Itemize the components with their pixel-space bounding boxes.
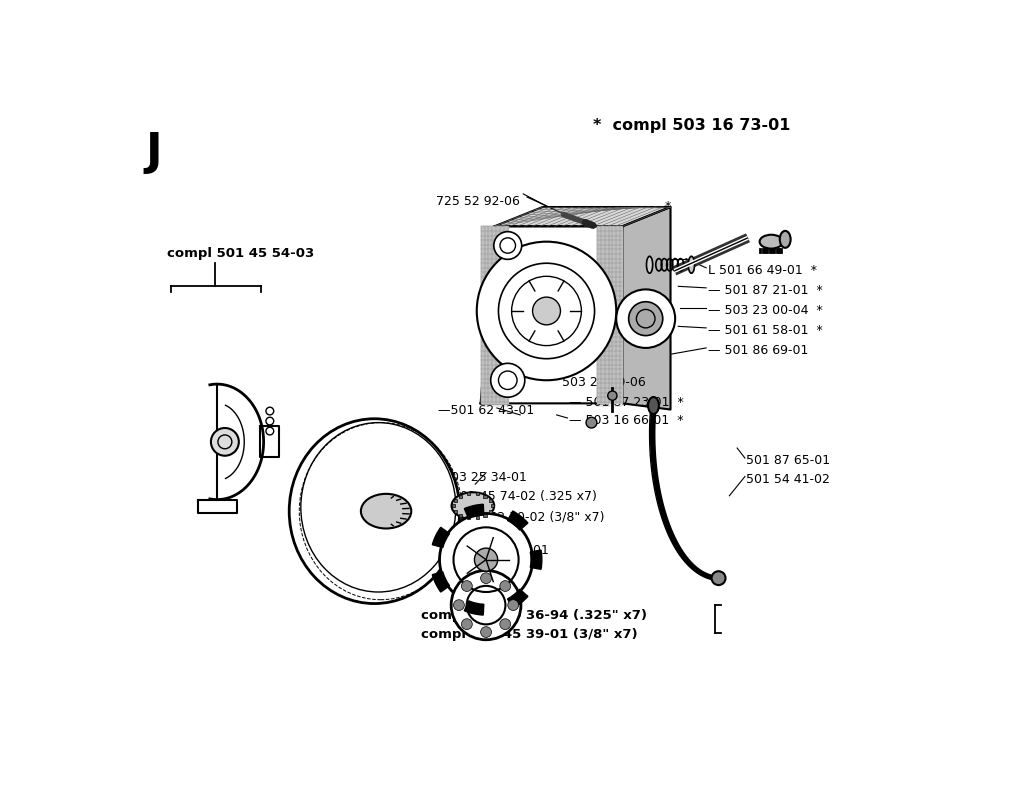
- Bar: [459, 495, 463, 498]
- Text: 501 86 41-01: 501 86 41-01: [465, 543, 549, 556]
- Circle shape: [454, 600, 464, 611]
- Bar: [475, 516, 479, 520]
- Text: 501 54 41-02: 501 54 41-02: [746, 472, 830, 485]
- Text: — 503 16 66-01  *: — 503 16 66-01 *: [569, 414, 683, 427]
- Ellipse shape: [648, 398, 658, 415]
- Text: *: *: [665, 200, 671, 213]
- Text: — 501 87 21-01  *: — 501 87 21-01 *: [708, 284, 822, 297]
- Circle shape: [439, 514, 532, 606]
- Text: .503 25 34-01: .503 25 34-01: [438, 471, 526, 484]
- Text: compl 501 45 54-03: compl 501 45 54-03: [167, 246, 314, 259]
- Text: 725 52 92-06: 725 52 92-06: [436, 195, 520, 208]
- Wedge shape: [508, 589, 528, 609]
- Text: 501 45 74-02 (.325 x7): 501 45 74-02 (.325 x7): [452, 489, 597, 502]
- Circle shape: [508, 600, 518, 611]
- Circle shape: [607, 391, 617, 401]
- Polygon shape: [480, 227, 508, 404]
- Polygon shape: [597, 227, 623, 404]
- Circle shape: [500, 581, 511, 592]
- Circle shape: [462, 619, 472, 630]
- Ellipse shape: [646, 257, 652, 274]
- Ellipse shape: [360, 494, 412, 529]
- Circle shape: [490, 364, 524, 398]
- Wedge shape: [464, 601, 483, 615]
- Text: — 501 86 69-01: — 501 86 69-01: [708, 344, 808, 357]
- Ellipse shape: [779, 232, 791, 249]
- Circle shape: [211, 428, 239, 456]
- Wedge shape: [464, 504, 483, 519]
- Text: *  compl 503 16 73-01: * compl 503 16 73-01: [593, 118, 791, 133]
- Text: — 503 23 00-04  *: — 503 23 00-04 *: [708, 304, 822, 317]
- Ellipse shape: [760, 236, 783, 249]
- Circle shape: [629, 302, 663, 336]
- Bar: [488, 510, 492, 513]
- Text: ⎨504 52 30-02 (3/8" x7): ⎨504 52 30-02 (3/8" x7): [452, 508, 604, 523]
- Polygon shape: [623, 208, 671, 410]
- Bar: [454, 510, 457, 513]
- Text: compl 505 30 36-94 (.325" x7): compl 505 30 36-94 (.325" x7): [421, 609, 647, 622]
- Bar: [467, 492, 470, 496]
- Circle shape: [480, 627, 492, 638]
- Bar: [490, 504, 494, 508]
- Wedge shape: [530, 550, 542, 569]
- Circle shape: [477, 242, 616, 381]
- Circle shape: [462, 581, 472, 592]
- Polygon shape: [480, 227, 623, 404]
- Circle shape: [474, 549, 498, 572]
- Ellipse shape: [688, 257, 694, 274]
- Bar: [452, 504, 455, 508]
- Text: 503 21 29-06: 503 21 29-06: [562, 375, 646, 388]
- Circle shape: [500, 619, 511, 630]
- Circle shape: [494, 233, 521, 260]
- Circle shape: [452, 571, 521, 640]
- Polygon shape: [198, 500, 237, 513]
- Bar: [488, 500, 492, 502]
- Text: — 501 87 23-01  *: — 501 87 23-01 *: [569, 395, 684, 408]
- Text: J: J: [145, 131, 162, 174]
- Bar: [459, 514, 463, 517]
- Polygon shape: [495, 208, 671, 227]
- Circle shape: [480, 573, 492, 584]
- Wedge shape: [508, 512, 528, 530]
- Bar: [475, 492, 479, 496]
- Bar: [483, 495, 486, 498]
- Text: — 501 61 58-01  *: — 501 61 58-01 *: [708, 324, 822, 337]
- Bar: [454, 500, 457, 502]
- Wedge shape: [432, 572, 450, 593]
- Polygon shape: [210, 385, 263, 500]
- Circle shape: [532, 298, 560, 326]
- Bar: [467, 516, 470, 520]
- Text: compl 503 45 39-01 (3/8" x7): compl 503 45 39-01 (3/8" x7): [421, 628, 638, 641]
- Text: 501 87 65-01: 501 87 65-01: [746, 454, 830, 467]
- Bar: [483, 514, 486, 517]
- Circle shape: [616, 290, 675, 349]
- Circle shape: [586, 418, 597, 428]
- Wedge shape: [432, 528, 450, 548]
- Circle shape: [712, 572, 726, 585]
- Ellipse shape: [452, 492, 495, 520]
- Text: —501 62 43-01: —501 62 43-01: [438, 404, 535, 417]
- Polygon shape: [260, 427, 280, 458]
- Ellipse shape: [289, 419, 460, 604]
- Text: L 501 66 49-01  *: L 501 66 49-01 *: [708, 264, 817, 277]
